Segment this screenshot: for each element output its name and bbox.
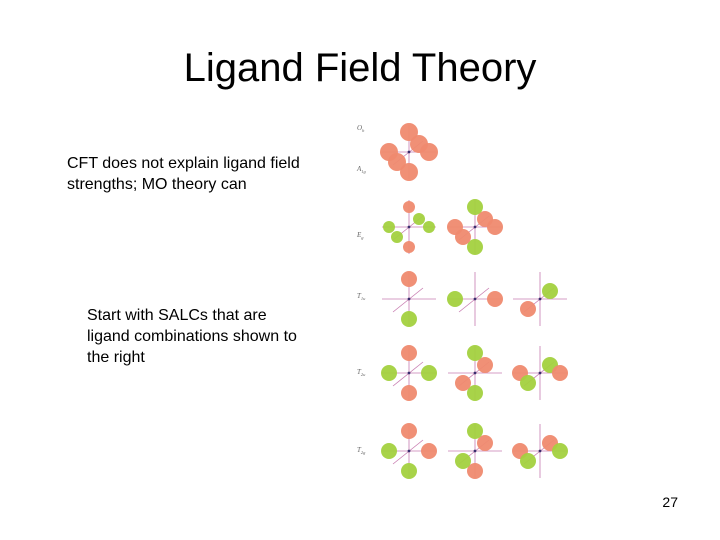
- a1g-salc: [380, 123, 438, 181]
- salc-row-label: T2g: [357, 446, 366, 455]
- t1u-salc-3: [513, 272, 567, 326]
- salc-row-label: T1u: [357, 292, 366, 301]
- bullet-text-2: Start with SALCs that are ligand combina…: [87, 307, 297, 366]
- eg-salc-1: [382, 200, 436, 254]
- t1u-salc-2: [447, 272, 503, 326]
- slide-title: Ligand Field Theory: [183, 46, 537, 90]
- salc-row-label: T2u: [357, 368, 366, 377]
- slide-number: 27: [662, 494, 678, 510]
- salc-diagram: Oh A1g Eg T1u T2u T2g: [356, 123, 568, 479]
- t1u-salc-1: [382, 271, 436, 327]
- t2g-salc-2: [448, 423, 502, 479]
- t2u-salc-1: [381, 345, 437, 401]
- t2g-salc-1: [381, 423, 437, 479]
- salc-row-label: A1g: [356, 165, 367, 174]
- t2g-salc-3: [512, 424, 568, 478]
- eg-salc-2: [447, 199, 503, 255]
- t2u-salc-2: [448, 345, 502, 401]
- bullet-text-1: CFT does not explain ligand field streng…: [67, 155, 300, 193]
- t2u-salc-3: [512, 346, 568, 400]
- salc-row-label: Oh: [357, 124, 365, 133]
- salc-row-label: Eg: [356, 231, 364, 240]
